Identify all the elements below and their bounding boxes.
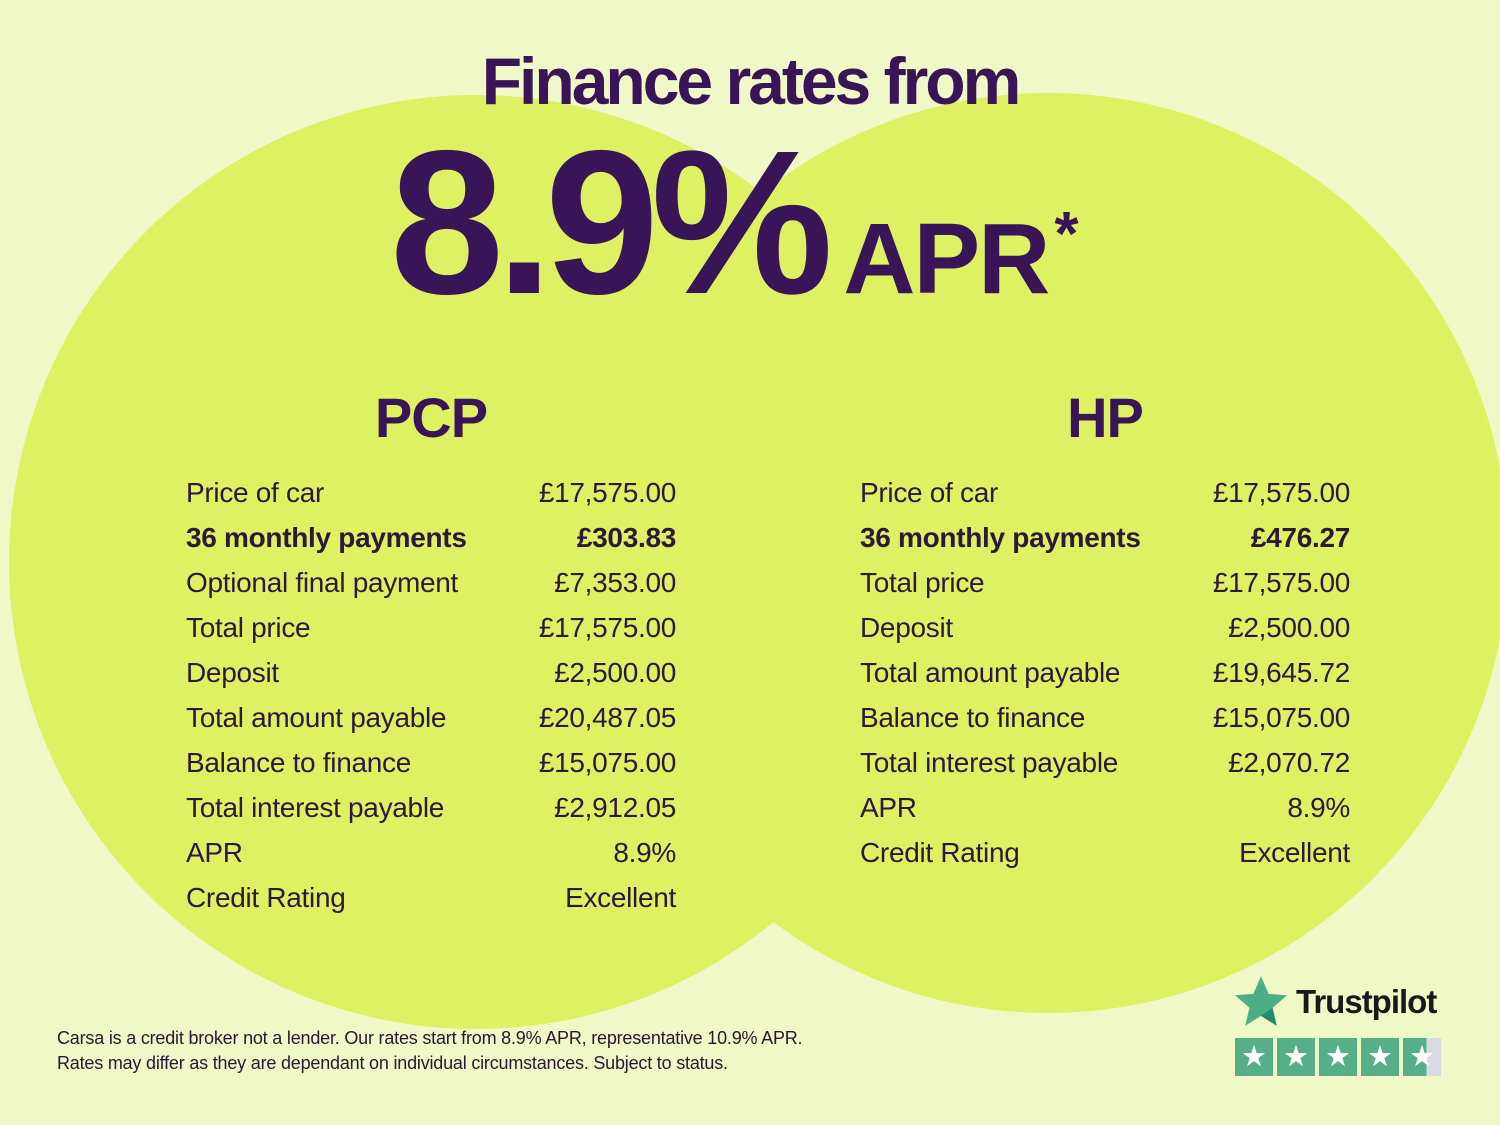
row-value: 8.9% (613, 836, 676, 868)
row-value: Excellent (565, 881, 676, 913)
hp-finance-table: HP Price of car £17,575.00 36 monthly pa… (860, 390, 1350, 875)
table-row: Deposit £2,500.00 (186, 650, 676, 695)
table-row: Price of car £17,575.00 (186, 470, 676, 515)
table-row: APR 8.9% (860, 785, 1350, 830)
row-label: Total interest payable (860, 746, 1119, 778)
rate-value: 8.9% (390, 108, 833, 337)
trustpilot-rating-stars: ★ ★ ★ ★ ★ (1235, 1038, 1441, 1076)
trustpilot-star-box: ★ (1319, 1038, 1357, 1076)
row-value: £7,353.00 (554, 566, 676, 598)
row-label: Balance to finance (860, 701, 1085, 733)
row-value: 8.9% (1287, 791, 1350, 823)
row-label: Credit Rating (860, 836, 1020, 868)
star-icon: ★ (1409, 1038, 1435, 1073)
row-label: Price of car (860, 476, 998, 508)
row-value: £20,487.05 (538, 701, 676, 733)
table-row: Balance to finance £15,075.00 (186, 740, 676, 785)
page-title: Finance rates from (481, 44, 1022, 118)
apr-label: APR (843, 203, 1050, 315)
disclaimer-line-1: Carsa is a credit broker not a lender. O… (57, 1028, 803, 1048)
table-row: Total amount payable £20,487.05 (186, 695, 676, 740)
row-label: Price of car (186, 476, 324, 508)
pcp-finance-table: PCP Price of car £17,575.00 36 monthly p… (186, 390, 676, 920)
trustpilot-star-box: ★ (1277, 1038, 1315, 1076)
star-icon: ★ (1241, 1038, 1267, 1073)
row-label: Deposit (186, 656, 279, 688)
table-row: 36 monthly payments £303.83 (186, 515, 676, 560)
row-label: Credit Rating (186, 881, 346, 913)
trustpilot-star-icon (1235, 976, 1287, 1026)
row-value: £17,575.00 (538, 611, 676, 643)
row-value: £303.83 (576, 521, 676, 553)
hp-table-title: HP (1067, 386, 1144, 449)
row-value: £17,575.00 (538, 476, 676, 508)
row-label: APR (186, 836, 243, 868)
trustpilot-star-box-partial: ★ (1403, 1038, 1441, 1076)
table-row: Total interest payable £2,912.05 (186, 785, 676, 830)
row-label: Total price (186, 611, 311, 643)
row-value: £2,500.00 (554, 656, 676, 688)
row-value: £2,070.72 (1228, 746, 1350, 778)
trustpilot-star-box: ★ (1235, 1038, 1273, 1076)
star-icon: ★ (1325, 1038, 1351, 1073)
star-icon: ★ (1283, 1038, 1309, 1073)
row-value: £2,500.00 (1228, 611, 1350, 643)
headline-rate: 8.9% APR * (390, 120, 1079, 325)
table-row: Credit Rating Excellent (186, 875, 676, 920)
table-row: Balance to finance £15,075.00 (860, 695, 1350, 740)
row-value: £15,075.00 (1212, 701, 1350, 733)
row-label: Optional final payment (186, 566, 459, 598)
legal-disclaimer: Carsa is a credit broker not a lender. O… (57, 1026, 877, 1076)
row-label: Deposit (860, 611, 953, 643)
row-label: APR (860, 791, 917, 823)
trustpilot-brand-label: Trustpilot (1296, 982, 1437, 1020)
trustpilot-badge: Trustpilot ★ ★ ★ ★ ★ (1235, 976, 1441, 1076)
star-icon: ★ (1367, 1038, 1393, 1073)
table-row: Total amount payable £19,645.72 (860, 650, 1350, 695)
row-value: £19,645.72 (1212, 656, 1350, 688)
table-row: Total interest payable £2,070.72 (860, 740, 1350, 785)
table-row: 36 monthly payments £476.27 (860, 515, 1350, 560)
pcp-table-title: PCP (374, 386, 488, 449)
table-row: Total price £17,575.00 (860, 560, 1350, 605)
table-row: Price of car £17,575.00 (860, 470, 1350, 515)
table-row: Deposit £2,500.00 (860, 605, 1350, 650)
row-label: Total amount payable (186, 701, 447, 733)
table-row: Total price £17,575.00 (186, 605, 676, 650)
row-label: 36 monthly payments (186, 521, 467, 553)
row-value: £17,575.00 (1212, 476, 1350, 508)
row-label: Total price (860, 566, 985, 598)
row-value: £476.27 (1250, 521, 1350, 553)
row-value: Excellent (1239, 836, 1350, 868)
row-label: Total interest payable (186, 791, 445, 823)
trustpilot-star-box: ★ (1361, 1038, 1399, 1076)
table-row: Credit Rating Excellent (860, 830, 1350, 875)
table-row: Optional final payment £7,353.00 (186, 560, 676, 605)
asterisk-footnote-marker: * (1054, 200, 1079, 269)
background-circle-right (588, 93, 1500, 1013)
table-row: APR 8.9% (186, 830, 676, 875)
row-value: £15,075.00 (538, 746, 676, 778)
row-label: Total amount payable (860, 656, 1121, 688)
disclaimer-line-2: Rates may differ as they are dependant o… (57, 1053, 728, 1073)
row-label: Balance to finance (186, 746, 411, 778)
row-value: £2,912.05 (554, 791, 676, 823)
row-value: £17,575.00 (1212, 566, 1350, 598)
row-label: 36 monthly payments (860, 521, 1141, 553)
